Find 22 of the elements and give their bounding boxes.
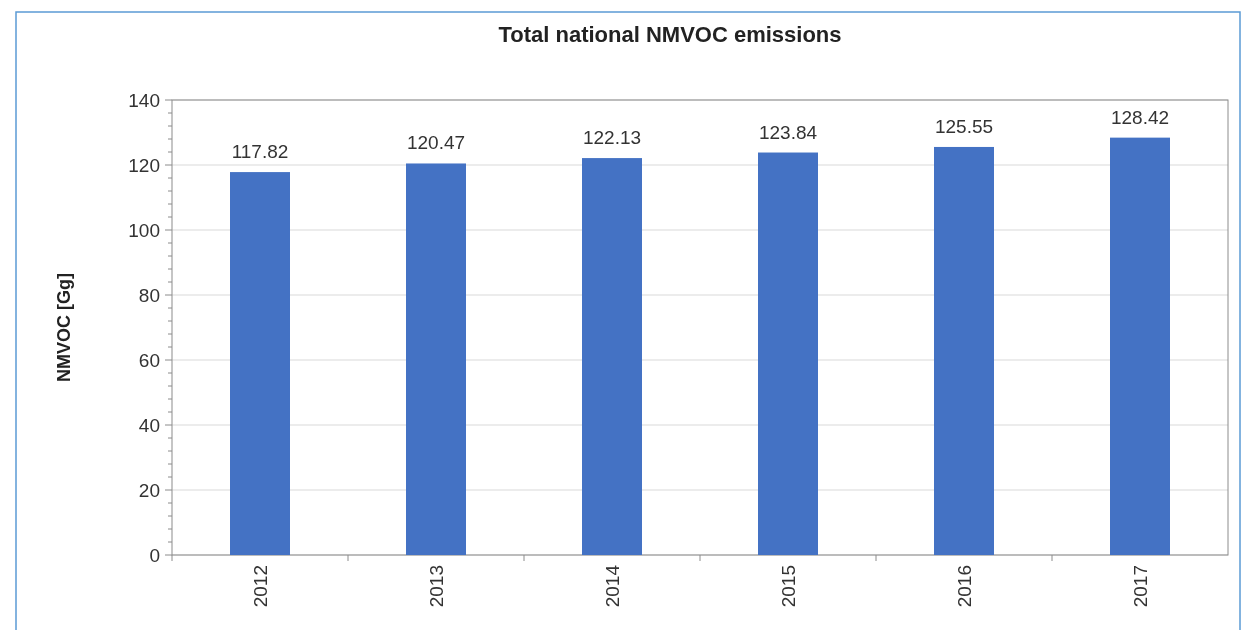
- chart-title: Total national NMVOC emissions: [498, 22, 842, 47]
- y-tick-label: 20: [138, 479, 160, 501]
- data-label: 117.82: [231, 141, 289, 163]
- data-label: 122.13: [582, 127, 642, 149]
- data-label: 125.55: [934, 115, 994, 137]
- y-tick-label: 60: [138, 349, 160, 371]
- data-label: 128.42: [1110, 106, 1170, 128]
- y-tick-label: 80: [138, 284, 160, 306]
- x-tick-label: 2017: [1129, 565, 1151, 608]
- y-tick-label: 120: [128, 154, 160, 176]
- y-tick-label: 0: [149, 544, 160, 566]
- data-label: 120.47: [406, 132, 466, 154]
- y-axis-title: NMVOC [Gg]: [54, 273, 74, 382]
- y-tick-label: 40: [138, 414, 160, 436]
- data-label: 123.84: [758, 121, 818, 143]
- x-tick-label: 2012: [249, 565, 271, 608]
- x-tick-label: 2016: [953, 565, 975, 608]
- x-tick-label: 2014: [601, 564, 623, 608]
- y-tick-label: 100: [128, 219, 160, 241]
- x-tick-label: 2015: [777, 565, 799, 608]
- y-tick-label: 140: [128, 89, 160, 111]
- x-tick-label: 2013: [425, 565, 447, 608]
